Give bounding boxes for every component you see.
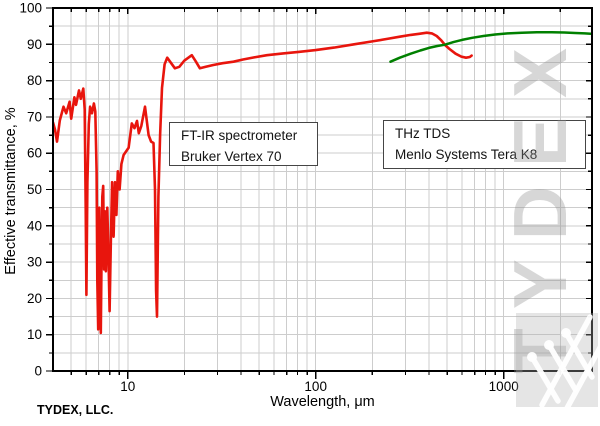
y-tick-label: 80 bbox=[27, 73, 42, 88]
curves bbox=[52, 31, 592, 335]
tick-labels: 10 100 1000 0 10 20 30 40 50 60 70 80 90 100 bbox=[19, 1, 518, 395]
annotation-ftir-line2: Bruker Vertex 70 bbox=[181, 149, 282, 164]
annotation-thz-line2: Menlo Systems Tera K8 bbox=[395, 147, 538, 162]
y-tick-label: 30 bbox=[27, 255, 42, 270]
tydex-w-logo-icon bbox=[516, 313, 598, 407]
curve-thz bbox=[389, 31, 592, 63]
y-tick-label: 100 bbox=[19, 1, 42, 16]
x-tick-label: 1000 bbox=[489, 379, 519, 394]
y-tick-label: 50 bbox=[27, 182, 42, 197]
x-tick-label: 100 bbox=[304, 379, 327, 394]
y-tick-label: 0 bbox=[34, 364, 42, 379]
company-label: TYDEX, LLC. bbox=[37, 403, 114, 417]
x-tick-label: 10 bbox=[120, 379, 135, 394]
y-tick-label: 20 bbox=[27, 291, 42, 306]
y-tick-label: 60 bbox=[27, 146, 42, 161]
annotation-thz: THz TDS Menlo Systems Tera K8 bbox=[383, 120, 586, 169]
y-axis-title: Effective transmittance, % bbox=[3, 107, 19, 275]
y-tick-label: 70 bbox=[27, 109, 42, 124]
y-tick-label: 90 bbox=[27, 37, 42, 52]
y-tick-label: 40 bbox=[27, 218, 42, 233]
annotation-ftir: FT-IR spectrometer Bruker Vertex 70 bbox=[169, 122, 318, 166]
y-tick-label: 10 bbox=[27, 327, 42, 342]
annotation-ftir-line1: FT-IR spectrometer bbox=[181, 128, 298, 143]
annotation-thz-line1: THz TDS bbox=[395, 126, 451, 141]
x-axis-title: Wavelength, μm bbox=[270, 394, 375, 410]
curve-ftir bbox=[52, 31, 473, 335]
